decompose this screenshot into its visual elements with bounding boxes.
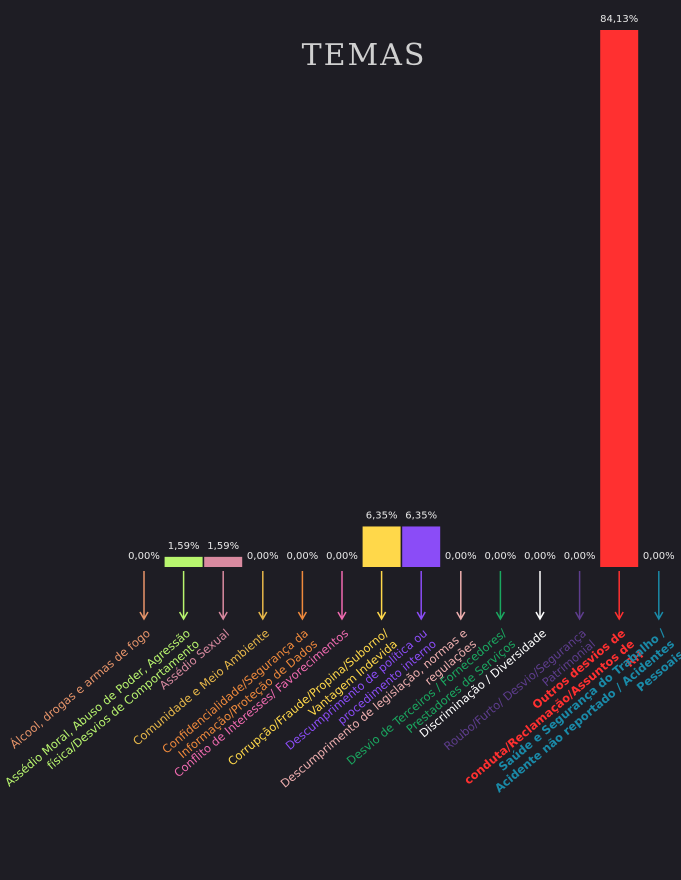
bar bbox=[204, 556, 243, 567]
arrow-head bbox=[535, 611, 545, 621]
bar bbox=[362, 526, 401, 567]
value-label: 1,59% bbox=[168, 541, 200, 552]
arrow-head bbox=[218, 611, 228, 621]
value-label: 6,35% bbox=[405, 510, 437, 521]
arrow-head bbox=[574, 611, 585, 621]
value-label: 0,00% bbox=[564, 551, 596, 562]
arrow-head bbox=[337, 611, 347, 621]
value-label: 0,00% bbox=[326, 551, 358, 562]
arrow-head bbox=[297, 611, 308, 621]
arrow-head bbox=[654, 611, 664, 621]
value-label: 0,00% bbox=[485, 551, 517, 562]
value-label: 0,00% bbox=[287, 551, 319, 562]
bar bbox=[402, 526, 441, 567]
value-label: 6,35% bbox=[366, 510, 398, 521]
chart-title: TEMAS bbox=[302, 38, 427, 73]
bar bbox=[164, 556, 203, 567]
arrow-head bbox=[416, 611, 426, 621]
arrow-head bbox=[456, 611, 466, 621]
value-label: 0,00% bbox=[524, 551, 556, 562]
arrow-head bbox=[376, 611, 387, 621]
arrow-head bbox=[178, 611, 189, 621]
arrow-head bbox=[139, 611, 149, 621]
arrow-head bbox=[258, 611, 268, 621]
arrow-head bbox=[614, 611, 624, 621]
bar bbox=[600, 30, 639, 567]
value-label: 84,13% bbox=[600, 14, 638, 25]
value-label: 0,00% bbox=[643, 551, 675, 562]
value-label: 1,59% bbox=[207, 541, 239, 552]
value-label: 0,00% bbox=[128, 551, 160, 562]
arrow-head bbox=[495, 611, 506, 621]
value-label: 0,00% bbox=[445, 551, 477, 562]
value-label: 0,00% bbox=[247, 551, 279, 562]
